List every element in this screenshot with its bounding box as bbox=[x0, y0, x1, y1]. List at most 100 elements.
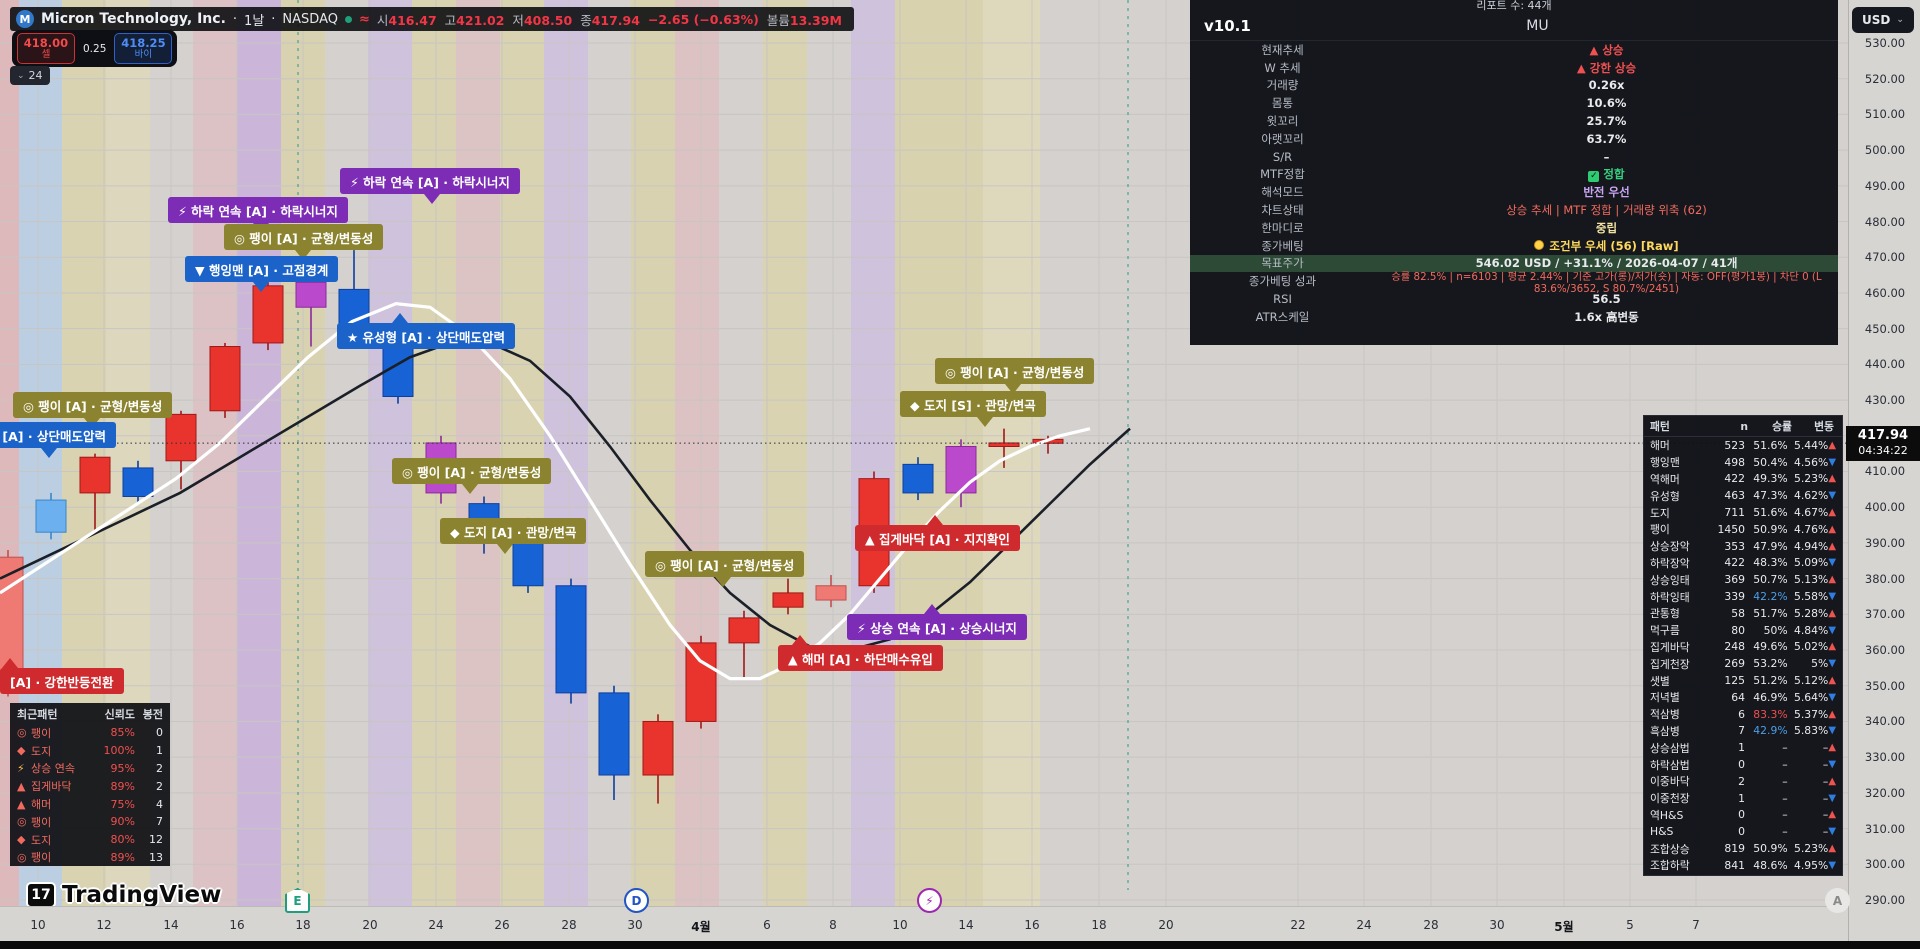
recent-pattern-row: ▲ 집게바닥 89% 2 bbox=[17, 779, 163, 794]
pattern-icon: ◎ bbox=[17, 850, 27, 864]
pattern-row: 먹구름 80 50% 4.84% ▼ bbox=[1650, 623, 1837, 638]
ma-fast-line bbox=[0, 302, 1091, 681]
bar-count-button[interactable]: ⌄ 24 bbox=[10, 66, 50, 85]
pattern-callout: ◎ 팽이 [A] · 균형/변동성 bbox=[224, 224, 384, 260]
tradingview-logo: 17 TradingView bbox=[26, 882, 221, 908]
buy-button[interactable]: 418.25 바이 bbox=[114, 33, 173, 64]
ohlc-values: 시416.47 고421.02 저408.50 종417.94 −2.65 (−… bbox=[376, 11, 842, 28]
pattern-callout: ◎ 팽이 [A] · 균형/변동성 bbox=[13, 392, 173, 428]
candle-red bbox=[642, 714, 674, 804]
symbol-logo-icon: M bbox=[16, 10, 34, 28]
price-tick-label: 400.00 bbox=[1864, 500, 1906, 515]
candle-blue bbox=[122, 460, 154, 504]
price-tick-label: 380.00 bbox=[1864, 571, 1906, 586]
analysis-row: S/R – bbox=[1272, 149, 1610, 164]
candle-lightblue bbox=[35, 492, 67, 540]
price-tick-label: 510.00 bbox=[1864, 107, 1906, 122]
candle-lightred bbox=[815, 575, 847, 608]
triangle-down-icon: ▼ bbox=[1828, 792, 1837, 804]
sell-button[interactable]: 418.00 셀 bbox=[17, 33, 75, 64]
check-icon: ✓ bbox=[1588, 171, 1600, 183]
pattern-icon: ◎ bbox=[17, 815, 27, 829]
analysis-row: 아랫꼬리 63.7% bbox=[1261, 131, 1627, 146]
price-tick-label: 500.00 bbox=[1864, 143, 1906, 158]
price-tick-label: 330.00 bbox=[1864, 750, 1906, 765]
spread-value: 0.25 bbox=[83, 42, 107, 55]
callout-pointer-icon bbox=[924, 604, 940, 614]
time-tick-label: 30 bbox=[1489, 918, 1505, 932]
callout-pointer-icon bbox=[41, 448, 57, 458]
event-badge-e[interactable]: E bbox=[285, 888, 310, 913]
triangle-up-icon: ▲ bbox=[1828, 439, 1837, 451]
time-tick-label: 10 bbox=[892, 918, 908, 932]
price-tick-label: 470.00 bbox=[1864, 250, 1906, 265]
triangle-down-icon: ▼ bbox=[1828, 691, 1837, 703]
callout-pointer-icon bbox=[977, 417, 993, 427]
pattern-row: 적삼병 6 83.3% 5.37% ▲ bbox=[1650, 707, 1837, 722]
pattern-row: 팽이 1450 50.9% 4.76% ▲ bbox=[1650, 522, 1837, 537]
approx-icon: ≈ bbox=[358, 11, 370, 27]
recent-pattern-row: ◎ 팽이 85% 0 bbox=[17, 726, 163, 740]
session-band bbox=[763, 0, 807, 906]
price-tick-label: 360.00 bbox=[1864, 643, 1906, 658]
pattern-row: 관통형 58 51.7% 5.28% ▲ bbox=[1650, 606, 1837, 621]
analysis-row: 해석모드 반전 우선 bbox=[1261, 185, 1630, 200]
separator: · bbox=[232, 11, 238, 27]
event-badge-⚡[interactable]: ⚡ bbox=[917, 888, 942, 913]
pattern-row: 해머 523 51.6% 5.44% ▲ bbox=[1650, 438, 1837, 453]
pattern-icon: ▲ bbox=[17, 779, 26, 793]
analysis-row: 차트상태 상승 추세 | MTF 정합 | 거래량 위축 (62) bbox=[1261, 203, 1707, 218]
time-tick-label: 12 bbox=[96, 918, 112, 932]
panel-version: v10.1 bbox=[1204, 17, 1251, 35]
price-tick-label: 480.00 bbox=[1864, 214, 1906, 229]
candle-red bbox=[79, 453, 111, 533]
time-tick-label: 14 bbox=[163, 918, 179, 932]
analysis-row: ATR스케일 1.6x 高변동 bbox=[1255, 309, 1639, 324]
triangle-up-icon: ▲ bbox=[1828, 708, 1837, 720]
candle-red bbox=[728, 610, 760, 679]
session-band bbox=[368, 0, 412, 906]
price-tick-label: 340.00 bbox=[1864, 714, 1906, 729]
pattern-icon: ◆ bbox=[17, 744, 26, 758]
callout-pointer-icon bbox=[2, 658, 18, 668]
triangle-down-icon: ▼ bbox=[1828, 658, 1837, 670]
pattern-row: 집게바닥 248 49.6% 5.02% ▲ bbox=[1650, 640, 1837, 654]
symbol-header[interactable]: M Micron Technology, Inc. · 1날 · NASDAQ … bbox=[10, 7, 854, 31]
pattern-row: 도지 711 51.6% 4.67% ▲ bbox=[1650, 506, 1837, 520]
pattern-row: 이중바닥 2– – ▲ bbox=[1650, 774, 1837, 789]
time-tick-label: 24 bbox=[428, 918, 444, 932]
callout-pointer-icon bbox=[927, 515, 943, 525]
analysis-row: 목표주가 546.02 USD / +31.1% / 2026-04-07 / 4… bbox=[1190, 254, 1838, 273]
pattern-row: 유성형 463 47.3% 4.62% ▼ bbox=[1650, 489, 1837, 503]
triangle-down-icon: ▼ bbox=[1828, 826, 1837, 838]
bottom-strip bbox=[0, 941, 1920, 949]
triangle-up-icon: ▲ bbox=[1828, 809, 1837, 821]
symbol-title[interactable]: Micron Technology, Inc. bbox=[41, 11, 226, 27]
pattern-row: 상승삼법 1– – ▲ bbox=[1650, 741, 1837, 755]
time-tick-label: 7 bbox=[1692, 918, 1700, 932]
recent-patterns-table: 최근패턴 신뢰도 봉전 ◎ 팽이 85% 0 ◆ 도지 100% 1 ⚡ 상승 연속 95% 2 ▲ 집게바닥 8… bbox=[10, 703, 170, 866]
pattern-callout: ★ 유성형 [A] · 상단매도압력 bbox=[0, 422, 116, 458]
candle-magenta bbox=[945, 439, 977, 508]
callout-pointer-icon bbox=[1005, 384, 1021, 394]
pattern-icon: ▲ bbox=[17, 797, 26, 811]
analysis-panel-clipped-note: 2025-04-07 리포트 수: 44개 bbox=[1190, 0, 1838, 12]
price-tick-label: 410.00 bbox=[1864, 464, 1906, 479]
coin-icon bbox=[1534, 239, 1545, 250]
interval-button[interactable]: 1날 bbox=[244, 13, 265, 29]
last-price-badge: 417.94 04:34:22 bbox=[1846, 426, 1920, 462]
triangle-up-icon: ▲ bbox=[1828, 742, 1837, 754]
candlestick-chart[interactable] bbox=[0, 0, 1848, 906]
candle-blue bbox=[338, 250, 370, 343]
event-badge-d[interactable]: D bbox=[624, 888, 649, 913]
triangle-up-icon: ▲ bbox=[1828, 607, 1837, 619]
time-tick-label: 10 bbox=[30, 918, 46, 932]
triangle-down-icon: ▼ bbox=[1828, 456, 1837, 468]
pattern-row: 상승잉태 369 50.7% 5.13% ▲ bbox=[1650, 573, 1837, 587]
pattern-row: 하락삼법 0– – ▼ bbox=[1650, 758, 1837, 772]
pattern-callout: [A] · 강한반등전환 bbox=[0, 658, 124, 694]
currency-button[interactable]: USD ⌄ bbox=[1852, 7, 1914, 33]
event-badge-a[interactable]: A bbox=[1825, 888, 1850, 913]
pattern-row: 조합하락 841 48.6% 4.95% ▼ bbox=[1650, 858, 1837, 873]
price-axis[interactable]: 530.00 520.00 510.00 500.00 490.00 480.00 470.… bbox=[1848, 0, 1920, 941]
